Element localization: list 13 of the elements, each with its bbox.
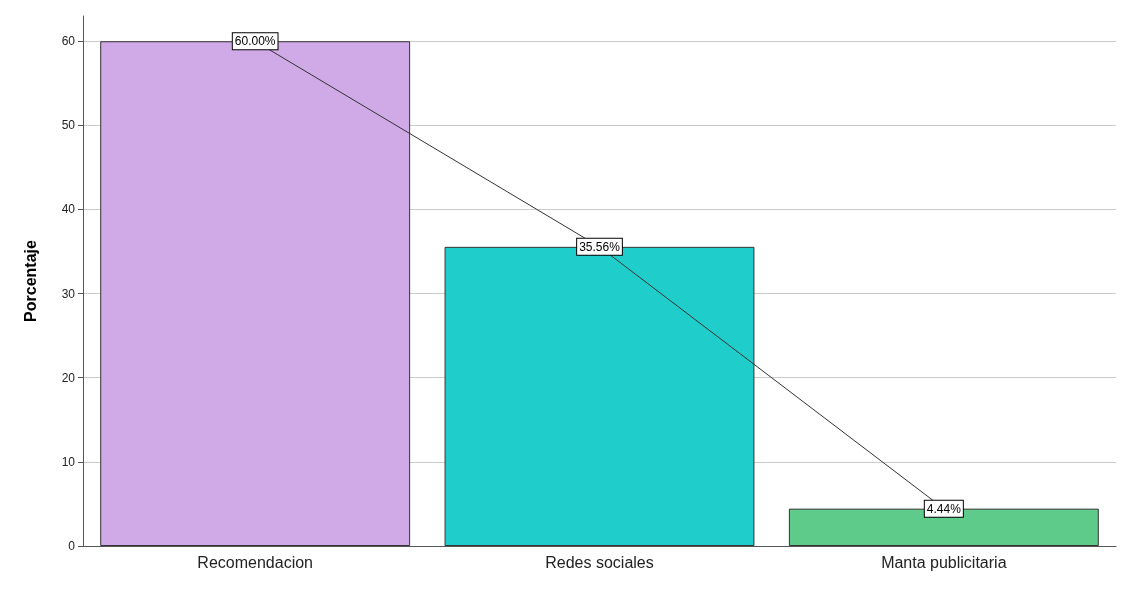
y-tick-label: 60 (61, 34, 76, 49)
y-tick-label: 50 (61, 118, 76, 133)
data-label: 60.00% (234, 34, 276, 49)
y-tick-label: 40 (61, 202, 76, 217)
y-tick-label: 10 (61, 454, 76, 469)
data-label: 35.56% (579, 239, 621, 254)
y-tick-label: 20 (61, 370, 76, 385)
x-tick-label: Recomendacion (197, 553, 313, 571)
y-tick-label: 0 (68, 539, 76, 553)
y-axis-title: Porcentaje (21, 239, 39, 322)
x-tick-label: Redes sociales (545, 553, 654, 571)
y-tick-label: 30 (61, 286, 76, 301)
x-tick-label: Manta publicitaria (881, 553, 1007, 571)
